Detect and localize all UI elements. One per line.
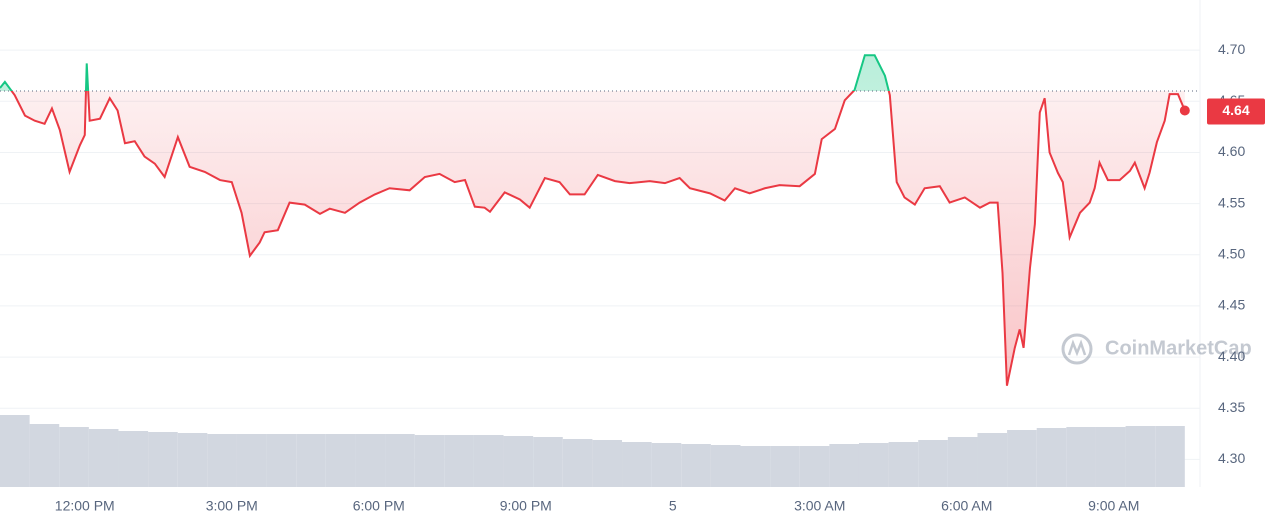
volume-bar — [858, 443, 889, 487]
price-tag — [1207, 98, 1265, 125]
x-tick-label: 12:00 PM — [55, 498, 115, 514]
volume-bar — [947, 437, 978, 487]
volume-bar — [355, 434, 386, 487]
volume-bar — [444, 435, 474, 487]
volume-bar — [592, 440, 623, 487]
volume-bar — [562, 439, 593, 487]
volume-bar — [503, 436, 534, 487]
y-tick-label: 4.35 — [1218, 399, 1245, 415]
volume-bar — [799, 446, 830, 487]
volume-bar — [651, 443, 682, 487]
volume-bar — [622, 442, 652, 487]
volume-bar — [385, 434, 415, 487]
volume-bar — [118, 431, 149, 487]
watermark: CoinMarketCap — [1061, 333, 1252, 365]
volume-bar — [829, 444, 859, 487]
volume-bar — [1095, 427, 1126, 487]
volume-bar — [888, 442, 919, 487]
x-tick-label: 6:00 AM — [941, 498, 992, 514]
y-tick-label: 4.45 — [1218, 297, 1245, 313]
volume-bar — [148, 432, 178, 487]
x-tick-label: 3:00 PM — [206, 498, 258, 514]
volume-bar — [1007, 430, 1037, 487]
volume-bar — [88, 429, 119, 487]
volume-bar — [177, 433, 208, 487]
volume-bar — [59, 427, 89, 487]
volume-bar — [770, 446, 800, 487]
price-line — [10, 91, 1186, 386]
y-tick-label: 4.30 — [1218, 450, 1245, 466]
volume-bar — [1066, 427, 1096, 487]
watermark-logo-mark — [1067, 339, 1087, 357]
x-tick-label: 3:00 AM — [794, 498, 845, 514]
volume-bar — [414, 435, 445, 487]
last-point — [1179, 105, 1190, 116]
volume-bar — [740, 446, 771, 487]
price-tag-label: 4.64 — [1222, 102, 1249, 118]
x-tick-label: 5 — [669, 498, 677, 514]
volume-bar — [325, 434, 356, 487]
y-tick-label: 4.55 — [1218, 194, 1245, 210]
volume-bar — [296, 434, 326, 487]
y-tick-label: 4.40 — [1218, 348, 1245, 364]
volume-bar — [710, 445, 741, 487]
volume-bar — [29, 424, 60, 487]
y-tick-label: 4.70 — [1218, 41, 1245, 57]
x-tick-label: 9:00 AM — [1088, 498, 1139, 514]
x-tick-label: 9:00 PM — [500, 498, 552, 514]
volume-bar — [236, 434, 267, 487]
y-tick-label: 4.50 — [1218, 245, 1245, 261]
volume-bar — [207, 434, 237, 487]
y-tick-label: 4.60 — [1218, 143, 1245, 159]
volume-bar — [1155, 426, 1185, 487]
volume-bar — [533, 437, 563, 487]
watermark-logo — [1061, 333, 1093, 365]
volume-bar — [266, 434, 297, 487]
volume-bar — [1125, 426, 1156, 487]
x-tick-label: 6:00 PM — [353, 498, 405, 514]
watermark-text: CoinMarketCap — [1105, 337, 1252, 359]
volume-bar — [681, 444, 711, 487]
volume-bar — [0, 415, 30, 487]
volume-bar — [977, 433, 1008, 487]
area-below — [11, 91, 1185, 386]
volume-bar — [473, 435, 504, 487]
volume-bar — [1036, 428, 1067, 487]
volume-bar — [918, 440, 948, 487]
